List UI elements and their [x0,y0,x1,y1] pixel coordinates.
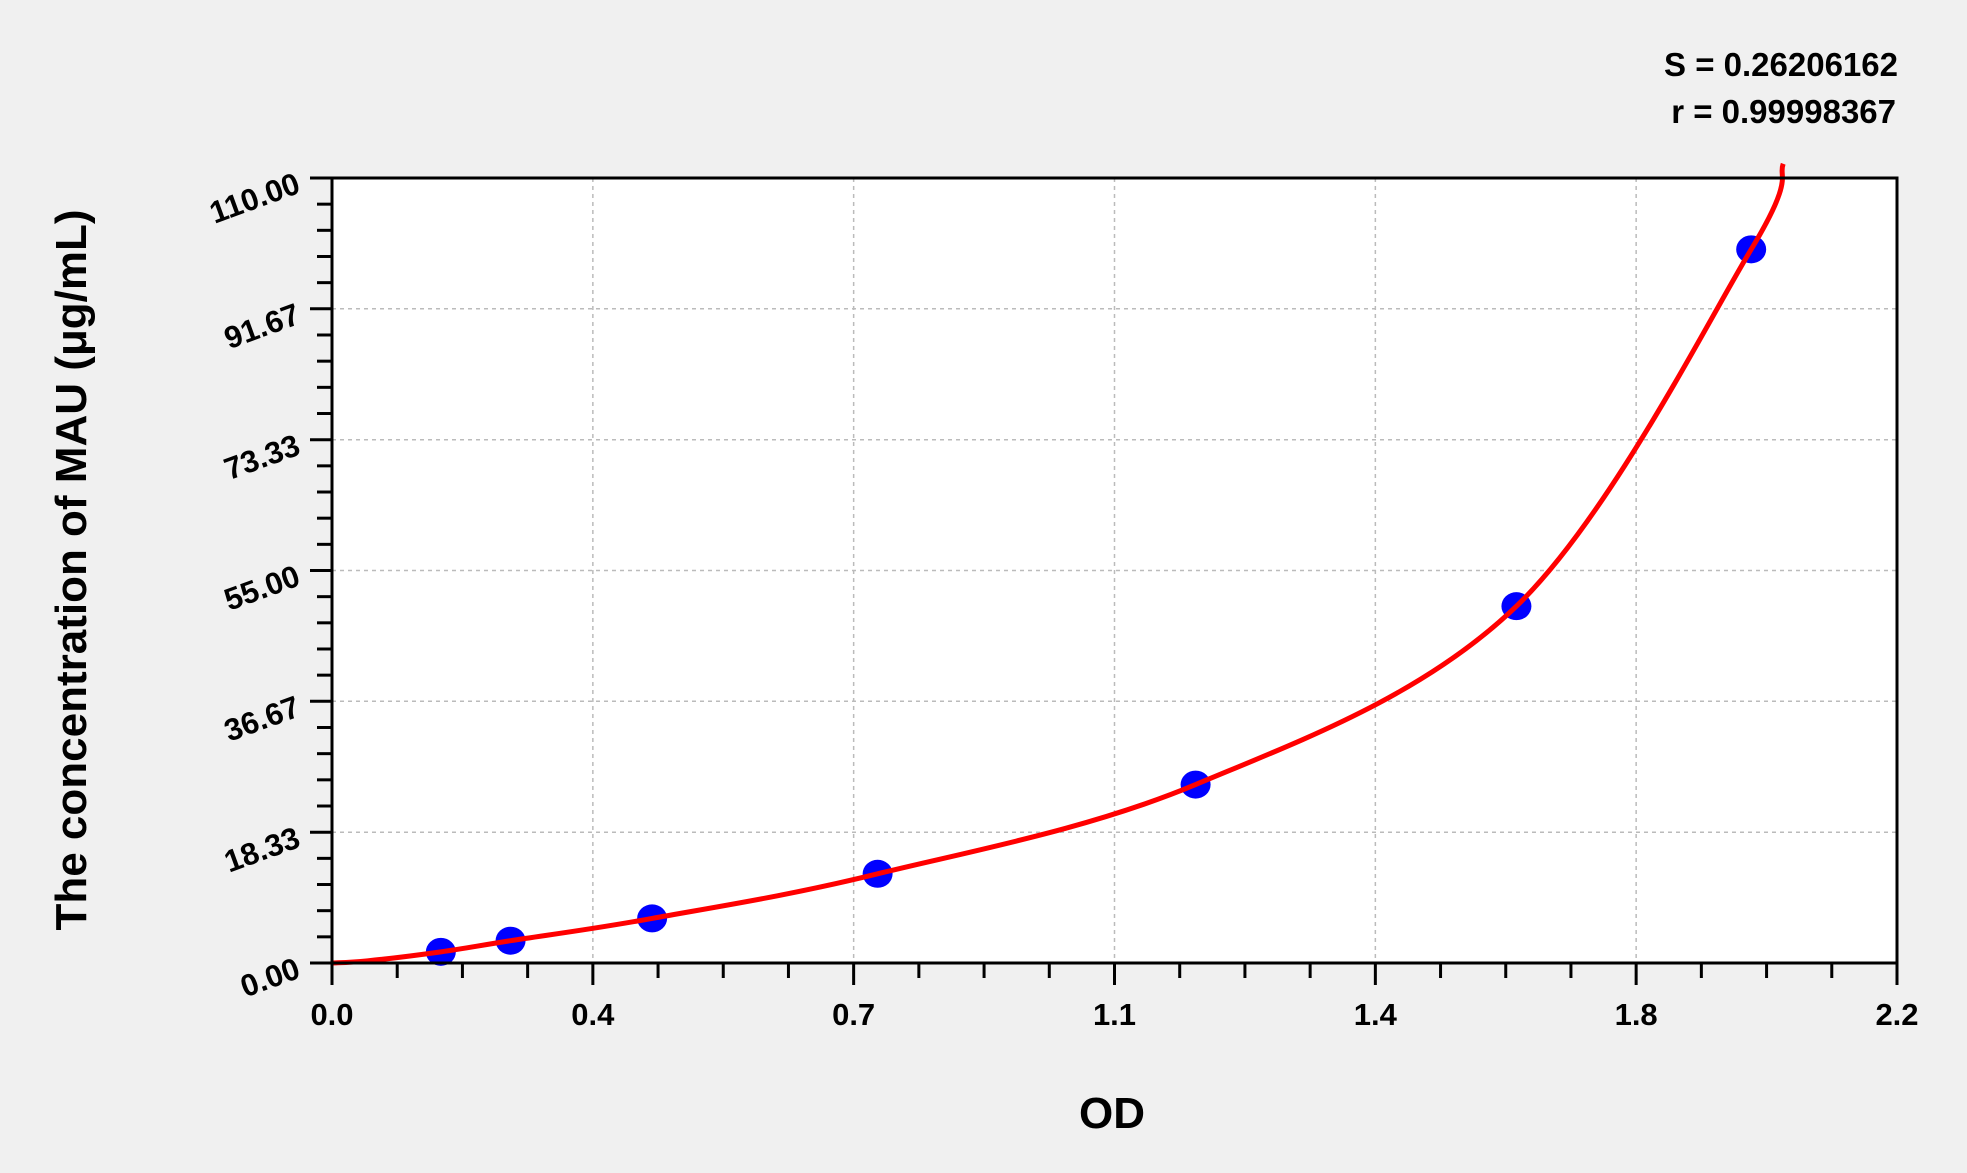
x-tick-label: 0.0 [310,997,353,1032]
x-tick-label: 2.2 [1875,997,1918,1032]
y-tick-label: 0.00 [236,951,305,1005]
stat-r: r = 0.99998367 [1671,93,1896,130]
x-tick-label: 0.7 [832,997,875,1032]
x-tick-label: 0.4 [571,997,615,1032]
axis-ticks [310,176,1899,985]
y-axis-title: The concentration of MAU (μg/mL) [47,209,96,930]
x-axis-title: OD [1079,1089,1145,1138]
x-tick-label: 1.8 [1615,997,1658,1032]
x-tick-labels: 0.0 0.4 0.7 1.1 1.4 1.8 2.2 [310,997,1918,1032]
y-tick-label: 55.00 [220,558,305,617]
grid-lines [332,178,1897,963]
y-tick-labels: 0.00 18.33 36.67 55.00 73.33 91.67 110.00 [205,166,304,1005]
y-tick-label: 110.00 [205,166,304,231]
x-tick-label: 1.4 [1354,997,1398,1032]
fit-curve [331,162,1786,966]
y-tick-label: 91.67 [220,296,305,355]
y-tick-label: 18.33 [220,820,305,879]
stat-s: S = 0.26206162 [1664,46,1898,83]
y-tick-label: 36.67 [220,689,305,748]
y-tick-label: 73.33 [220,427,305,486]
x-tick-label: 1.1 [1093,997,1136,1032]
